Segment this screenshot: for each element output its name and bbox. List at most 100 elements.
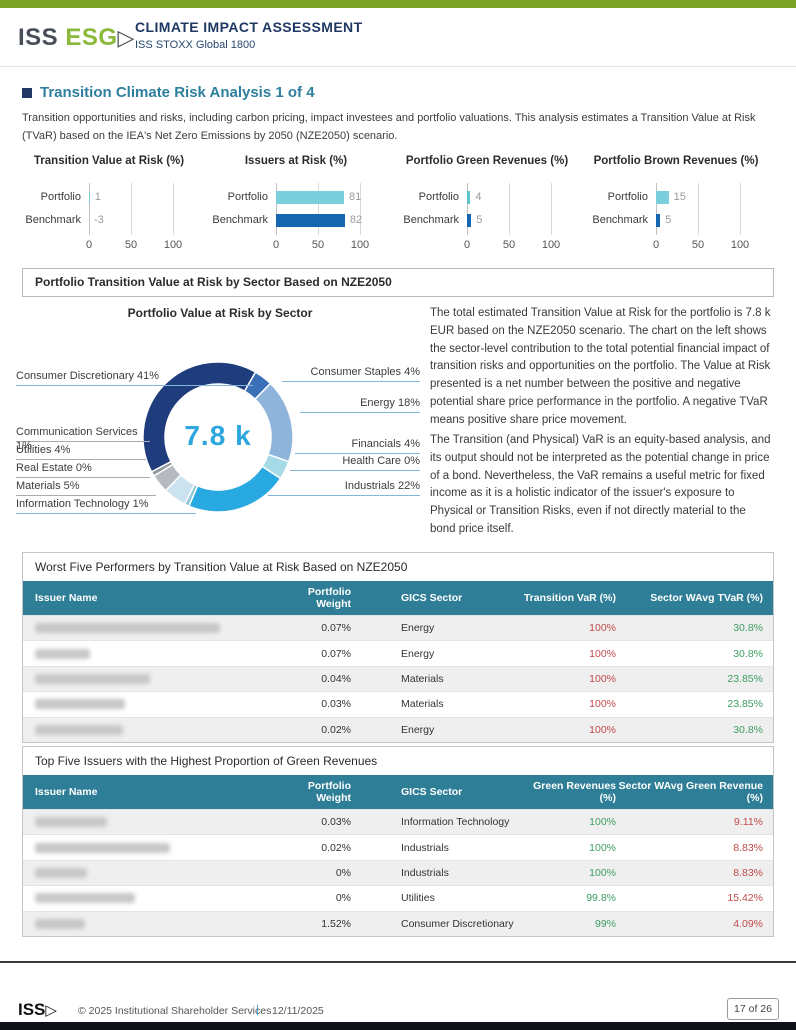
table-header-cell: Transition VaR (%) [523,592,616,604]
issuer-name-redacted [35,724,273,735]
footer-date: 12/11/2025 [272,1005,324,1017]
donut-label-consumer-staples: Consumer Staples 4% [282,365,420,382]
bar-category-label: Portfolio [40,191,81,203]
issuer-name-redacted [35,867,273,878]
table-cell: Consumer Discretionary [401,917,514,930]
bar-value: 15 [673,191,686,203]
bar-chart: Portfolio Green Revenues (%) 4 5 Portfolio B… [391,155,583,255]
footer-logo-arrow-icon: ▷ [45,1002,57,1019]
issuer-table: Top Five Issuers with the Highest Propor… [22,746,774,937]
issuer-name-redacted [35,842,273,853]
table-header-cell: Issuer Name [35,786,98,798]
donut-segment-consumer-discretionary [142,361,257,473]
table-cell: 23.85% [727,698,763,711]
bar-value: 4 [475,191,482,203]
gridline [509,183,510,235]
axis-tick-label: 50 [124,239,138,251]
table-cell: 100% [589,698,616,711]
header-divider [0,66,796,67]
table-cell: 100% [589,723,616,736]
section-intro: Transition opportunities and risks, incl… [22,112,756,142]
section-bullet-square [22,88,32,98]
bar-portfolio [89,191,90,204]
table-cell: 1.52% [321,917,351,930]
gridline [318,183,319,235]
bottom-brand-bar [0,1022,796,1030]
tvar-paragraph-1: The total estimated Transition Value at … [430,307,771,426]
bar-category-label: Benchmark [403,214,459,226]
footer-separator: | [256,1004,259,1016]
sector-box: Portfolio Transition Value at Risk by Se… [22,268,774,297]
gridline [698,183,699,235]
footer-logo-text: ISS [18,1000,46,1019]
table-cell: 0.04% [321,672,351,685]
table-row: 0.07% Energy 100% 30.8% [23,615,773,641]
table-cell: Materials [401,698,444,711]
table-cell: Industrials [401,866,449,879]
issuer-name-redacted [35,648,273,659]
table-row: 0.03% Materials 100% 23.85% [23,691,773,716]
axis-tick-label: 0 [85,239,93,251]
report-subtitle: ISS STOXX Global 1800 [135,39,256,51]
issuer-name-redacted [35,623,273,634]
table-cell: 99.8% [586,892,616,905]
section-title: Transition Climate Risk Analysis 1 of 4 [40,84,315,101]
donut-label-health-care: Health Care 0% [290,454,420,471]
axis-tick-label: 100 [730,239,750,251]
donut-label-utilities: Utilities 4% [16,443,146,460]
page-number-badge: 17 of 26 [727,998,779,1020]
table-cell: 0.07% [321,622,351,635]
table-cell: 100% [589,841,616,854]
issuer-table: Worst Five Performers by Transition Valu… [22,552,774,743]
table-cell: 0.02% [321,841,351,854]
table-row: 0.03% Information Technology 100% 9.11% [23,809,773,835]
bar-chart-title: Portfolio Brown Revenues (%) [593,155,759,167]
axis-tick-label: 50 [311,239,325,251]
gridline [467,183,468,235]
table-cell: Industrials [401,841,449,854]
donut-label-materials: Materials 5% [16,479,156,496]
logo-esg-text: ESG [65,24,118,51]
donut-segment-industrials [187,465,282,513]
table-cell: Energy [401,647,435,660]
table-cell: 9.11% [734,816,763,829]
axis-tick-label: 50 [691,239,705,251]
bar-chart-title: Issuers at Risk (%) [244,155,348,167]
bar-portfolio [276,191,344,204]
axis-tick-label: 100 [541,239,561,251]
sector-box-title: Portfolio Transition Value at Risk by Se… [35,275,392,289]
gridline [131,183,132,235]
table-header-cell: Sector WAvg TVaR (%) [650,592,763,604]
table-cell: 0% [335,866,351,879]
table-cell: 0% [335,892,351,905]
table-row: 0.02% Energy 100% 30.8% [23,716,773,742]
table-row: 0.07% Energy 100% 30.8% [23,640,773,665]
bar-benchmark [276,214,345,227]
table-cell: Energy [401,622,435,635]
table-cell: 23.85% [727,672,763,685]
bar-portfolio [467,191,471,204]
gridline [89,183,90,235]
table-header-cell: Portfolio Weight [307,780,351,804]
table-cell: 100% [589,866,616,879]
gridline [276,183,277,235]
bar-chart-plot: 1 -3 [89,183,174,235]
table-cell: 8.83% [733,841,763,854]
axis-tick-label: 100 [163,239,183,251]
issuer-name-redacted [35,673,273,684]
donut-label-information-technology: Information Technology 1% [16,497,196,514]
gridline [173,183,174,235]
table-cell: Utilities [401,892,435,905]
gridline [551,183,552,235]
table-cell: 0.03% [321,698,351,711]
donut-label-financials: Financials 4% [295,437,420,454]
table-cell: 8.83% [733,866,763,879]
table-cell: Energy [401,723,435,736]
bar-chart-plot: 15 5 [656,183,741,235]
bar-portfolio [656,191,669,204]
axis-tick-label: 0 [463,239,471,251]
gridline [360,183,361,235]
table-header-row: Issuer Name Portfolio Weight GICS Sector Gr… [23,775,773,809]
table-row: 0.04% Materials 100% 23.85% [23,665,773,692]
